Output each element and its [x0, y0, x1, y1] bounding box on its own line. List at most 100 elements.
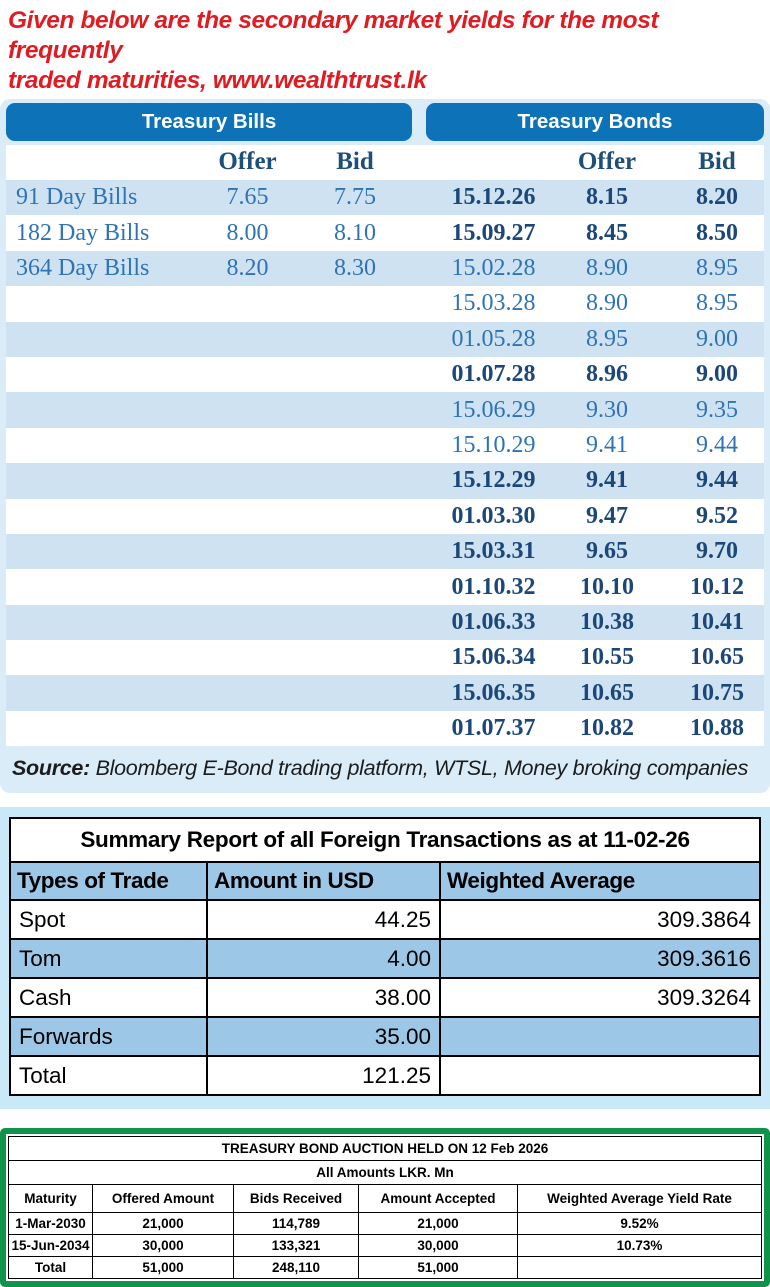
bond-offer-value: 9.41 [586, 467, 628, 494]
auction-col-bids-received: Bids Received [233, 1184, 359, 1214]
yields-header-bars: Treasury Bills Treasury Bonds [6, 102, 764, 145]
bond-maturity-date: 01.07.28 [451, 361, 536, 388]
auction-subtitle: All Amounts LKR. Mn [8, 1160, 762, 1186]
bond-maturity-date: 01.07.37 [451, 715, 536, 742]
bond-offer-value: 10.10 [580, 573, 634, 600]
auction-subtitle-row: All Amounts LKR. Mn [8, 1160, 762, 1186]
auction-offered-amount: 21,000 [92, 1212, 234, 1236]
auction-title: TREASURY BOND AUCTION HELD ON 12 Feb 202… [8, 1136, 762, 1162]
trade-amount: 44.25 [206, 899, 441, 941]
bond-bid-value: 9.35 [696, 396, 738, 423]
auction-bids-received: 114,789 [233, 1212, 359, 1236]
bond-bid-value: 10.75 [690, 679, 744, 706]
bonds-bid-column-header: Bid [698, 148, 736, 176]
yields-panel: Treasury Bills Treasury Bonds Offer Bid … [0, 98, 770, 794]
auction-offered-amount: 30,000 [92, 1234, 234, 1258]
bill-bid-value: 8.10 [334, 219, 376, 246]
bond-offer-value: 10.82 [580, 715, 634, 742]
summary-col-amount-usd: Amount in USD [206, 861, 441, 902]
yields-row: 15.03.28 8.90 8.95 [6, 286, 764, 321]
bond-offer-value: 10.38 [580, 608, 634, 635]
bill-offer-value: 7.65 [226, 184, 269, 211]
yields-row: 15.06.29 9.30 9.35 [6, 392, 764, 428]
auction-row: 1-Mar-2030 21,000 114,789 21,000 9.52% [8, 1212, 762, 1236]
page-title: Given below are the secondary market yie… [0, 0, 770, 99]
bond-maturity-date: 15.06.29 [451, 396, 536, 423]
bond-bid-value: 8.95 [696, 254, 738, 281]
summary-col-weighted-average: Weighted Average [439, 861, 761, 902]
trade-type: Tom [9, 938, 208, 980]
bond-offer-value: 8.90 [586, 290, 628, 317]
yields-row: 01.03.30 9.47 9.52 [6, 499, 764, 534]
bond-offer-value: 9.30 [586, 396, 628, 423]
summary-row: Forwards 35.00 [9, 1016, 761, 1058]
bond-offer-value: 8.96 [586, 361, 628, 388]
bond-bid-value: 10.41 [690, 608, 744, 635]
bond-offer-value: 9.41 [586, 431, 628, 458]
page-title-line2: traded maturities, www.wealthtrust.lk [8, 66, 427, 94]
bond-maturity-date: 15.10.29 [451, 431, 536, 458]
bill-offer-value: 8.00 [226, 219, 269, 246]
trade-type: Spot [9, 899, 208, 941]
auction-row: Total 51,000 248,110 51,000 [8, 1256, 762, 1280]
yields-row: 15.12.29 9.41 9.44 [6, 463, 764, 499]
trade-weighted-average: 309.3616 [439, 938, 761, 980]
auction-col-offered-amount: Offered Amount [92, 1184, 234, 1214]
auction-weighted-average-yield: 9.52% [517, 1212, 762, 1236]
trade-amount: 38.00 [206, 977, 441, 1019]
bills-offer-column-header: Offer [218, 148, 277, 176]
auction-maturity: Total [8, 1256, 93, 1280]
bill-bid-value: 8.30 [334, 254, 376, 281]
bond-bid-value: 9.00 [696, 325, 738, 352]
bills-bid-column-header: Bid [336, 148, 374, 176]
bond-maturity-date: 01.06.33 [451, 608, 536, 635]
bond-maturity-date: 01.05.28 [451, 325, 536, 352]
trade-type: Forwards [9, 1016, 208, 1058]
bill-offer-value: 8.20 [226, 254, 269, 281]
yields-column-header-row: Offer Bid Offer Bid [6, 144, 764, 181]
trade-weighted-average [439, 1055, 761, 1097]
auction-col-amount-accepted: Amount Accepted [358, 1184, 518, 1214]
bond-offer-value: 8.95 [586, 325, 628, 352]
bond-maturity-date: 15.06.34 [451, 644, 536, 671]
bill-maturity-label: 364 Day Bills [16, 254, 150, 281]
auction-weighted-average-yield [517, 1256, 762, 1280]
yields-row: 15.10.29 9.41 9.44 [6, 428, 764, 463]
auction-maturity: 1-Mar-2030 [8, 1212, 93, 1236]
summary-report-table: Summary Report of all Foreign Transactio… [9, 817, 761, 1097]
treasury-bills-header: Treasury Bills [6, 102, 412, 141]
auction-frame: TREASURY BOND AUCTION HELD ON 12 Feb 202… [0, 1128, 770, 1287]
bond-offer-value: 10.55 [580, 644, 634, 671]
bond-offer-value: 9.47 [586, 502, 628, 529]
yields-row: 01.05.28 8.95 9.00 [6, 321, 764, 357]
yields-row: 01.07.28 8.96 9.00 [6, 357, 764, 392]
auction-weighted-average-yield: 10.73% [517, 1234, 762, 1258]
trade-weighted-average: 309.3264 [439, 977, 761, 1019]
summary-col-types-of-trade: Types of Trade [9, 861, 208, 902]
page-title-line1: Given below are the secondary market yie… [8, 7, 659, 64]
bill-maturity-label: 182 Day Bills [16, 219, 150, 246]
trade-amount: 4.00 [206, 938, 441, 980]
yields-row: 364 Day Bills 8.20 8.30 15.02.28 8.90 8.… [6, 250, 764, 287]
bond-maturity-date: 01.10.32 [451, 573, 536, 600]
trade-type: Total [9, 1055, 208, 1097]
bond-bid-value: 9.44 [696, 467, 738, 494]
bond-maturity-date: 15.12.29 [451, 467, 536, 494]
summary-report-frame: Summary Report of all Foreign Transactio… [0, 807, 770, 1110]
source-text: Bloomberg E-Bond trading platform, WTSL,… [89, 756, 749, 781]
yields-table: Offer Bid Offer Bid 91 Day Bills 7.65 7.… [6, 144, 764, 747]
summary-row: Spot 44.25 309.3864 [9, 899, 761, 941]
bond-maturity-date: 15.03.28 [451, 290, 536, 317]
bond-bid-value: 10.65 [690, 644, 744, 671]
auction-col-maturity: Maturity [8, 1184, 93, 1214]
summary-table-body: Spot 44.25 309.3864 Tom 4.00 309.3616 Ca… [9, 899, 761, 1097]
bond-bid-value: 8.20 [696, 184, 738, 211]
bond-bid-value: 10.88 [690, 715, 744, 742]
bond-maturity-date: 15.09.27 [451, 219, 536, 246]
bond-bid-value: 10.12 [690, 573, 744, 600]
bond-maturity-date: 15.03.31 [451, 538, 536, 565]
auction-table-body: 1-Mar-2030 21,000 114,789 21,000 9.52% 1… [8, 1212, 762, 1280]
bond-offer-value: 8.15 [586, 184, 628, 211]
summary-row: Tom 4.00 309.3616 [9, 938, 761, 980]
yields-row: 01.07.37 10.82 10.88 [6, 711, 764, 746]
